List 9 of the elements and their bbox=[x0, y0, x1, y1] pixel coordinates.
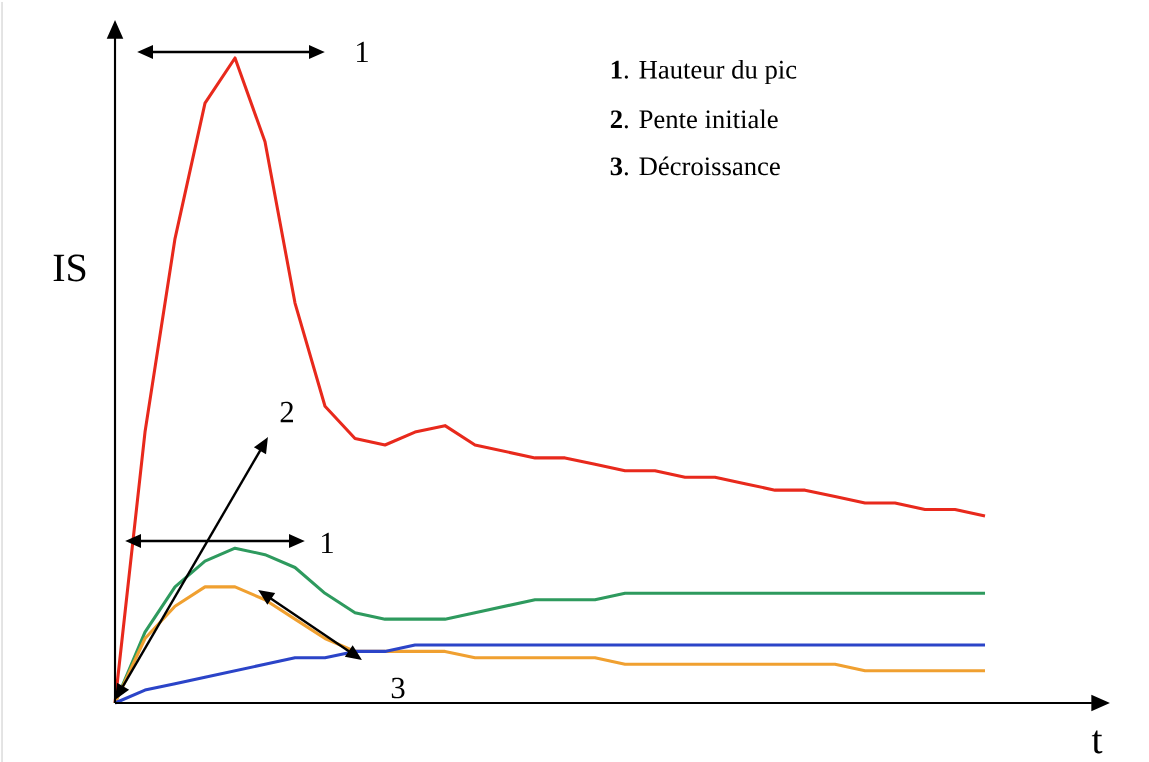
annotation: 1. Hauteur du pic bbox=[611, 59, 797, 85]
annotation: 2 bbox=[280, 401, 293, 423]
y-axis-title: IS bbox=[53, 254, 86, 282]
annotation: 1 bbox=[322, 532, 333, 554]
annotation: 3 bbox=[391, 677, 405, 699]
annotation: 2. Pente initiale bbox=[610, 109, 778, 129]
annotation: 3. Décroissance bbox=[610, 156, 780, 176]
annotation: 1 bbox=[357, 41, 368, 63]
x-axis-title: t bbox=[1091, 730, 1103, 754]
